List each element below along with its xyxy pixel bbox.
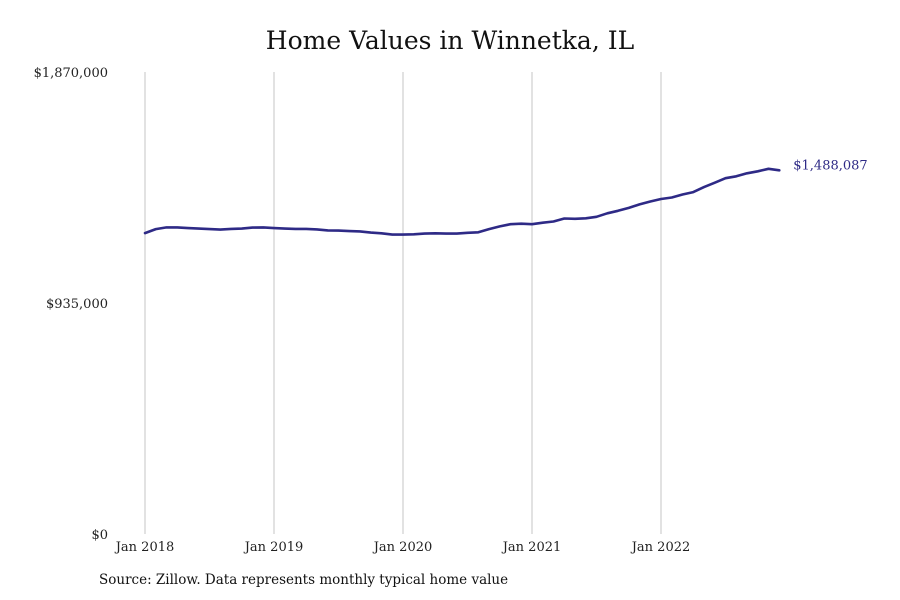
y-tick-label: $935,000	[46, 297, 108, 312]
chart-title: Home Values in Winnetka, IL	[265, 26, 635, 55]
x-tick-label: Jan 2021	[501, 540, 562, 555]
y-tick-label: $0	[91, 528, 108, 543]
series-line	[143, 167, 781, 236]
x-tick-label: Jan 2022	[630, 540, 691, 555]
x-tick-label: Jan 2019	[243, 540, 304, 555]
y-tick-label: $1,870,000	[34, 66, 108, 81]
x-tick-label: Jan 2018	[114, 540, 175, 555]
y-axis-ticks: $0 $935,000 $1,870,000	[34, 66, 108, 543]
source-note: Source: Zillow. Data represents monthly …	[99, 572, 509, 588]
grid-lines	[144, 72, 662, 534]
x-axis-ticks: Jan 2018 Jan 2019 Jan 2020 Jan 2021 Jan 2022	[114, 540, 691, 555]
end-value-label: $1,488,087	[793, 158, 867, 173]
series-layer: $1,488,087	[143, 158, 868, 236]
x-tick-label: Jan 2020	[372, 540, 433, 555]
